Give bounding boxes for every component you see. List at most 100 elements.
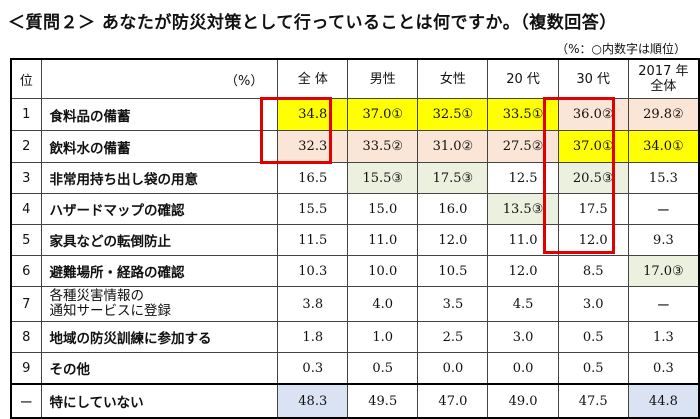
value-cell: 0.3 [277, 352, 349, 385]
value-cell: 10.5 [417, 255, 489, 287]
value-cell: 11.0 [347, 224, 419, 256]
value-cell: 12.0 [487, 255, 559, 287]
value-cell: 4.5 [487, 286, 559, 322]
table-row: 2 飲料水の備蓄 32.3 33.5② 31.0② 27.5② 37.0① 34.0① [10, 130, 700, 163]
header-male: 男性 [347, 58, 419, 99]
value-cell: 33.5② [347, 130, 419, 163]
row-label: 各種災害情報の 通知サービスに登録 [40, 286, 279, 322]
row-label: 非常用持ち出し袋の用意 [40, 162, 279, 194]
value-cell: 12.0 [557, 224, 629, 256]
value-cell: 15.5 [277, 193, 349, 225]
value-cell: 1.3 [627, 321, 700, 353]
value-cell: 49.5 [347, 383, 419, 419]
value-cell: 11.5 [277, 224, 349, 256]
table-row: 3 非常用持ち出し袋の用意 16.5 15.5③ 17.5③ 12.5 20.5③ 15.3 [10, 162, 700, 194]
header-female: 女性 [417, 58, 489, 99]
row-label: 特にしていない [40, 383, 279, 419]
table-row: 6 避難場所・経路の確認 10.3 10.0 10.5 12.0 8.5 17.0③ [10, 255, 700, 287]
question-title: ＜質問２＞ あなたが防災対策として行っていることは何ですか。（複数回答） [8, 13, 617, 33]
row-label: ハザードマップの確認 [40, 193, 279, 225]
value-cell: 31.0② [417, 130, 489, 163]
value-cell: 32.5① [417, 98, 489, 131]
value-cell: 8.5 [557, 255, 629, 287]
value-cell: 0.5 [557, 352, 629, 385]
value-cell: 34.0① [627, 130, 700, 163]
value-cell: 17.5③ [417, 162, 489, 194]
value-cell: 20.5③ [557, 162, 629, 194]
value-cell: 15.5③ [347, 162, 419, 194]
row-label: 飲料水の備蓄 [40, 130, 279, 163]
value-cell: 49.0 [487, 383, 559, 419]
row-label: 地域の防災訓練に参加する [40, 321, 279, 353]
table-row: 1 食料品の備蓄 34.8 37.0① 32.5① 33.5① 36.0② 29.8② [10, 98, 700, 131]
row-label: その他 [40, 352, 279, 385]
value-cell: 29.8② [627, 98, 700, 131]
value-cell: 34.8 [277, 98, 349, 131]
row-rank: 9 [10, 352, 42, 385]
table-note: （%：○内数字は順位） [556, 42, 686, 56]
value-cell: 37.0① [557, 130, 629, 163]
value-cell: 44.8 [627, 383, 700, 419]
value-cell: 0.5 [557, 321, 629, 353]
table-row: 5 家具などの転倒防止 11.5 11.0 12.0 11.0 12.0 9.3 [10, 224, 700, 256]
row-rank: 7 [10, 286, 42, 322]
header-row: 位 （%） 全 体 男性 女性 20 代 30 代 2017 年 全体 [10, 58, 700, 99]
value-cell: 13.5③ [487, 193, 559, 225]
value-cell: ー [627, 286, 700, 322]
value-cell: 3.8 [277, 286, 349, 322]
value-cell: 16.5 [277, 162, 349, 194]
value-cell: 11.0 [487, 224, 559, 256]
row-label: 食料品の備蓄 [40, 98, 279, 131]
value-cell: 4.0 [347, 286, 419, 322]
value-cell: 33.5① [487, 98, 559, 131]
value-cell: 32.3 [277, 130, 349, 163]
value-cell: 10.0 [347, 255, 419, 287]
row-rank: 5 [10, 224, 42, 256]
header-label: （%） [40, 58, 279, 99]
table-row: 4 ハザードマップの確認 15.5 15.0 16.0 13.5③ 17.5 ー [10, 193, 700, 225]
value-cell: 17.0③ [627, 255, 700, 287]
value-cell: 0.0 [417, 352, 489, 385]
table-row: 8 地域の防災訓練に参加する 1.8 1.0 2.5 3.0 0.5 1.3 [10, 321, 700, 353]
value-cell: 3.0 [487, 321, 559, 353]
value-cell: 17.5 [557, 193, 629, 225]
value-cell: 1.8 [277, 321, 349, 353]
value-cell: 2.5 [417, 321, 489, 353]
header-rank: 位 [10, 58, 42, 99]
value-cell: 0.3 [627, 352, 700, 385]
value-cell: 15.0 [347, 193, 419, 225]
survey-table: 位 （%） 全 体 男性 女性 20 代 30 代 2017 年 全体 1 食料品… [10, 58, 700, 419]
value-cell: 16.0 [417, 193, 489, 225]
value-cell: 36.0② [557, 98, 629, 131]
value-cell: 48.3 [277, 383, 349, 419]
value-cell: 27.5② [487, 130, 559, 163]
header-2017-total: 2017 年 全体 [627, 58, 700, 99]
row-label: 避難場所・経路の確認 [40, 255, 279, 287]
value-cell: 12.0 [417, 224, 489, 256]
header-total: 全 体 [277, 58, 349, 99]
row-rank: 2 [10, 130, 42, 163]
value-cell: 12.5 [487, 162, 559, 194]
value-cell: 15.3 [627, 162, 700, 194]
value-cell: 0.0 [487, 352, 559, 385]
row-rank: 8 [10, 321, 42, 353]
value-cell: 0.5 [347, 352, 419, 385]
table-row: 7 各種災害情報の 通知サービスに登録 3.8 4.0 3.5 4.5 3.0 ー [10, 286, 700, 322]
value-cell: 47.0 [417, 383, 489, 419]
row-rank: 3 [10, 162, 42, 194]
row-rank: 4 [10, 193, 42, 225]
value-cell: 9.3 [627, 224, 700, 256]
row-rank: 6 [10, 255, 42, 287]
value-cell: ー [627, 193, 700, 225]
value-cell: 47.5 [557, 383, 629, 419]
header-20s: 20 代 [487, 58, 559, 99]
value-cell: 1.0 [347, 321, 419, 353]
value-cell: 3.5 [417, 286, 489, 322]
table-row: ー特にしていない 48.3 49.5 47.0 49.0 47.5 44.8 [10, 383, 700, 419]
value-cell: 37.0① [347, 98, 419, 131]
row-rank: ー [10, 383, 42, 419]
value-cell: 3.0 [557, 286, 629, 322]
table-row: 9 その他 0.3 0.5 0.0 0.0 0.5 0.3 [10, 352, 700, 385]
value-cell: 10.3 [277, 255, 349, 287]
row-label: 家具などの転倒防止 [40, 224, 279, 256]
